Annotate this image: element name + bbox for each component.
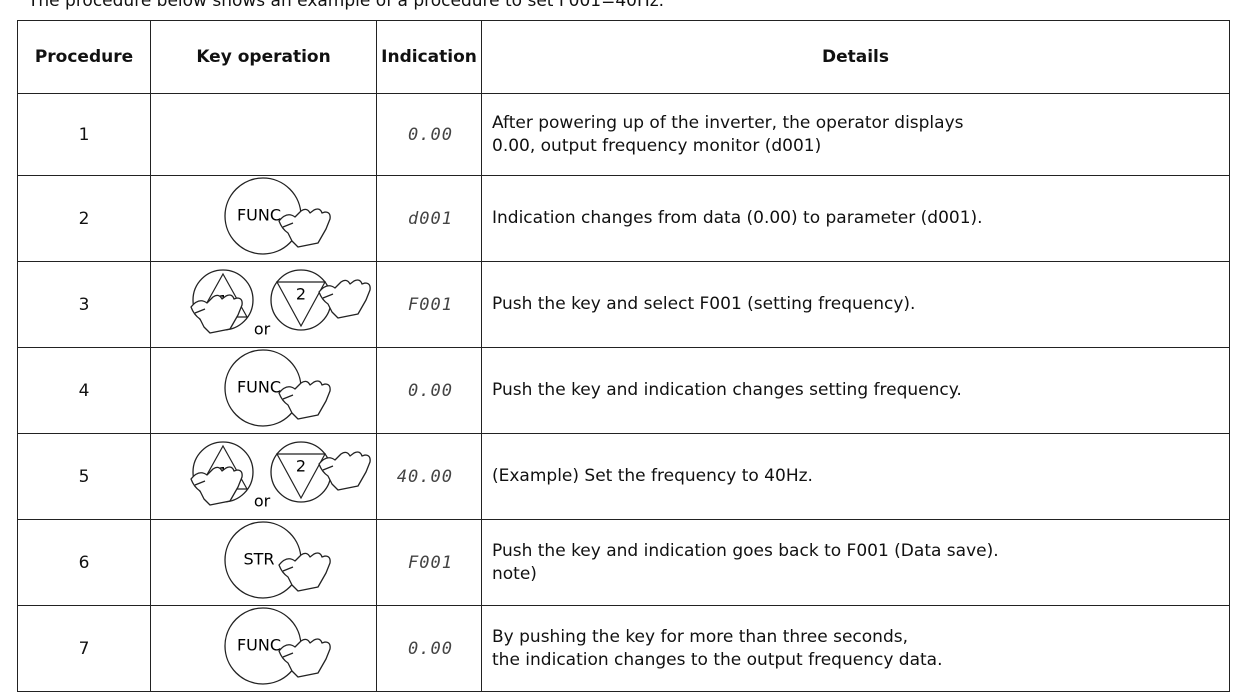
hand-icon xyxy=(318,451,371,491)
details-line: the indication changes to the output fre… xyxy=(492,649,943,670)
indication-cell: 40.00 xyxy=(376,433,482,520)
key-label: 2 xyxy=(296,285,306,304)
details-line: (Example) Set the frequency to 40Hz. xyxy=(492,466,813,486)
details-cell: Push the key and indication changes sett… xyxy=(481,347,1230,434)
procedure-cell: 1 xyxy=(17,93,151,176)
header-cell: Indication xyxy=(376,20,482,94)
key-joiner: or xyxy=(254,492,271,511)
key-graphic: FUNC xyxy=(224,177,331,255)
table-row: 4 FUNC 0.00 Push the key and indication cha… xyxy=(17,347,1230,434)
details-cell: By pushing the key for more than three s… xyxy=(481,605,1230,692)
key-cell: FUNC xyxy=(150,605,377,692)
indication-cell: 0.00 xyxy=(376,347,482,434)
header-cell: Key operation xyxy=(150,20,377,94)
key-arrow xyxy=(275,453,327,500)
key-graphic: FUNC xyxy=(224,607,331,685)
procedure-cell: 7 xyxy=(17,605,151,692)
key-graphic: STR xyxy=(224,521,331,599)
table-row: 1 0.00 After powering up of the inverter, … xyxy=(17,93,1230,176)
key-graphic: 12or xyxy=(190,269,371,339)
hand-icon xyxy=(318,279,371,319)
table-body: 1 0.00 After powering up of the inverter, … xyxy=(17,93,1230,692)
table-row: 6 STR F001 Push the key and indication goes… xyxy=(17,519,1230,606)
indication-cell: 0.00 xyxy=(376,93,482,176)
details-line: After powering up of the inverter, the o… xyxy=(492,112,964,133)
indication-cell: d001 xyxy=(376,175,482,262)
table-row: 2 FUNC d001 Indication changes from data (0… xyxy=(17,175,1230,262)
details-cell: Push the key and select F001 (setting fr… xyxy=(481,261,1230,348)
procedure-cell: 6 xyxy=(17,519,151,606)
indication-cell: F001 xyxy=(376,261,482,348)
key-label: FUNC xyxy=(237,206,281,225)
header-cell: Procedure xyxy=(17,20,151,94)
procedure-cell: 3 xyxy=(17,261,151,348)
table-row: 512or40.00(Example) Set the frequency to… xyxy=(17,433,1230,520)
hand-icon xyxy=(190,466,243,506)
table-row: 312orF001Push the key and select F001 (s… xyxy=(17,261,1230,348)
hand-icon xyxy=(278,638,331,678)
key-label: 2 xyxy=(296,457,306,476)
details-line: note) xyxy=(492,563,537,584)
procedure-table: Procedure Key operation Indication Details … xyxy=(17,20,1230,692)
details-line: Push the key and indication goes back to… xyxy=(492,540,999,561)
key-label: FUNC xyxy=(237,636,281,655)
key-label: FUNC xyxy=(237,378,281,397)
procedure-cell: 2 xyxy=(17,175,151,262)
hand-icon xyxy=(278,552,331,592)
details-cell: After powering up of the inverter, the o… xyxy=(481,93,1230,176)
key-cell: FUNC xyxy=(150,175,377,262)
indication-cell: 0.00 xyxy=(376,605,482,692)
page: The procedure below shows an example of … xyxy=(17,0,1230,692)
indication-cell: F001 xyxy=(376,519,482,606)
key-cell: 12or xyxy=(150,261,377,348)
details-line: Push the key and indication changes sett… xyxy=(492,380,962,400)
procedure-cell: 5 xyxy=(17,433,151,520)
key-cell xyxy=(150,93,377,176)
key-cell: STR xyxy=(150,519,377,606)
key-graphic: FUNC xyxy=(224,349,331,427)
details-cell: Indication changes from data (0.00) to p… xyxy=(481,175,1230,262)
table-row: 7 FUNC 0.00 By pushing the key for more tha… xyxy=(17,605,1230,692)
details-line: Push the key and select F001 (setting fr… xyxy=(492,294,916,314)
key-cell: 12or xyxy=(150,433,377,520)
key-label: STR xyxy=(243,550,274,569)
key-cell: FUNC xyxy=(150,347,377,434)
details-cell: Push the key and indication goes back to… xyxy=(481,519,1230,606)
intro-text: The procedure below shows an example of … xyxy=(28,0,665,11)
details-line: Indication changes from data (0.00) to p… xyxy=(492,208,983,228)
hand-icon xyxy=(190,294,243,334)
hand-icon xyxy=(278,208,331,248)
key-graphic: 12or xyxy=(190,441,371,511)
details-cell: (Example) Set the frequency to 40Hz. xyxy=(481,433,1230,520)
header-cell: Details xyxy=(481,20,1230,94)
details-line: By pushing the key for more than three s… xyxy=(492,626,909,647)
header-row: Procedure Key operation Indication Details xyxy=(17,20,1230,94)
procedure-cell: 4 xyxy=(17,347,151,434)
details-line: 0.00, output frequency monitor (d001) xyxy=(492,135,822,156)
key-joiner: or xyxy=(254,320,271,339)
key-arrow xyxy=(275,281,327,328)
hand-icon xyxy=(278,380,331,420)
